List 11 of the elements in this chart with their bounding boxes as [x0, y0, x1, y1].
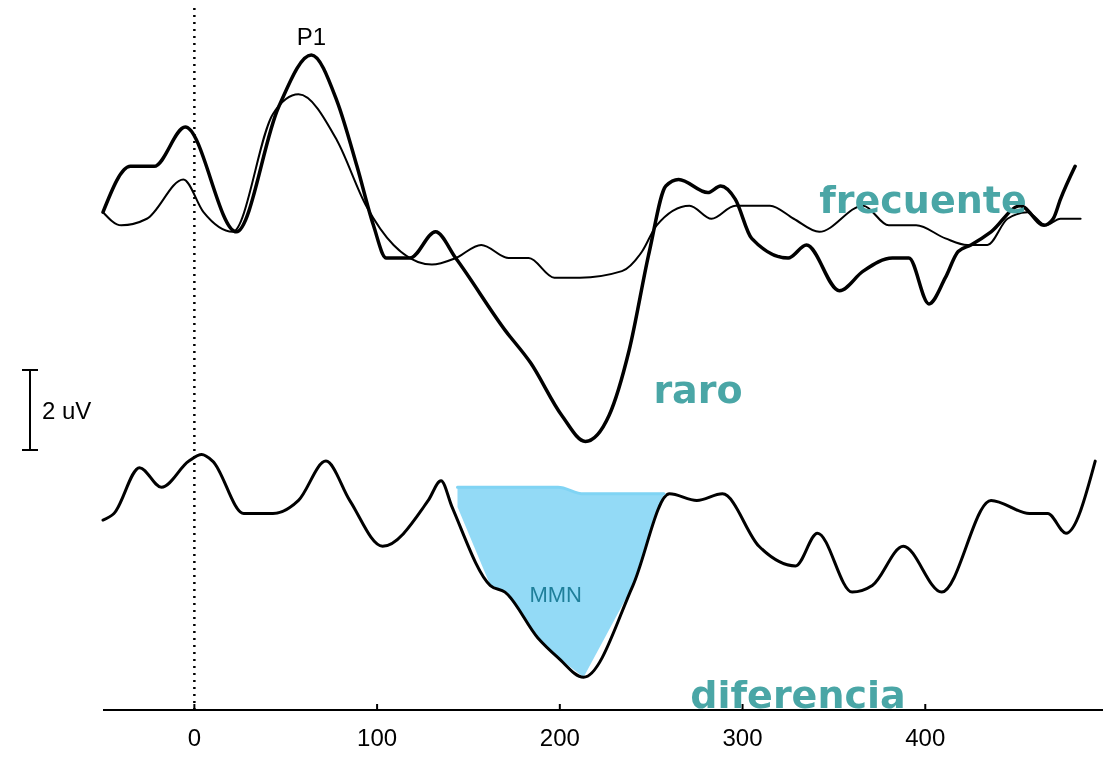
- text: diferencia: [690, 673, 906, 717]
- x-tick-label: 400: [905, 724, 946, 751]
- series-label: raro: [653, 368, 743, 412]
- x-tick-label: 200: [539, 724, 580, 751]
- x-tick-label: 100: [357, 724, 398, 751]
- x-tick-label: 300: [722, 724, 763, 751]
- x-tick-label: 0: [187, 724, 202, 751]
- annotation: MMN: [529, 582, 583, 608]
- annotation: P1: [296, 23, 326, 50]
- text: 2 uV: [42, 397, 92, 424]
- series-label: frecuente: [819, 178, 1027, 222]
